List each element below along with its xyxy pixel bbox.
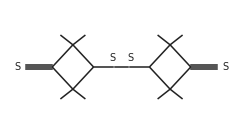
Text: S: S xyxy=(109,53,116,63)
Text: S: S xyxy=(14,62,21,72)
Text: S: S xyxy=(222,62,229,72)
Text: S: S xyxy=(127,53,134,63)
